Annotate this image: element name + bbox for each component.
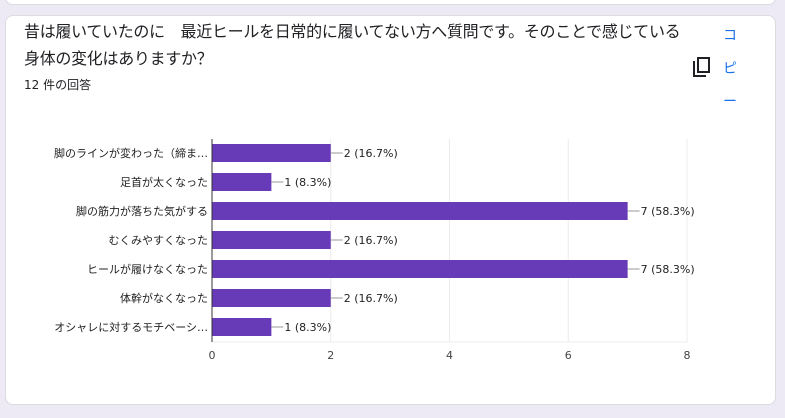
data-label: 1 (8.3%)	[284, 321, 331, 334]
bar	[212, 260, 628, 278]
data-label: 7 (58.3%)	[641, 205, 695, 218]
data-label: 2 (16.7%)	[344, 292, 398, 305]
copy-chart-button[interactable]: コ ピ ー	[722, 20, 738, 119]
x-tick-label: 8	[684, 349, 691, 362]
copy-label-char: コ	[723, 28, 737, 44]
response-count: 12 件の回答	[24, 78, 92, 92]
category-label: 足首が太くなった	[120, 175, 208, 189]
copy-label-char: ー	[723, 94, 737, 110]
copy-icon[interactable]	[692, 56, 712, 78]
category-label: オシャレに対するモチベーシ…	[54, 320, 208, 334]
category-label: 体幹がなくなった	[120, 291, 208, 305]
question-card	[5, 15, 776, 405]
bar	[212, 173, 272, 191]
bar	[212, 231, 331, 249]
x-tick-label: 6	[565, 349, 572, 362]
x-tick-label: 4	[446, 349, 453, 362]
copy-label-char: ピ	[723, 61, 737, 77]
data-label: 7 (58.3%)	[641, 263, 695, 276]
bar	[212, 202, 628, 220]
category-label: むくみやすくなった	[109, 234, 208, 247]
question-title: 昔は履いていたのに 最近ヒールを日常的に履いてない方へ質問です。そのことで感じて…	[24, 22, 681, 68]
data-label: 1 (8.3%)	[284, 176, 331, 189]
x-tick-label: 0	[209, 349, 216, 362]
bar	[212, 318, 272, 336]
bar	[212, 289, 331, 307]
category-label: ヒールが履けなくなった	[87, 262, 208, 276]
bar	[212, 144, 331, 162]
category-label: 脚の筋力が落ちた気がする	[76, 204, 208, 218]
data-label: 2 (16.7%)	[344, 147, 398, 160]
x-tick-label: 2	[327, 349, 334, 362]
category-label: 脚のラインが変わった（締ま…	[54, 146, 208, 160]
data-label: 2 (16.7%)	[344, 234, 398, 247]
